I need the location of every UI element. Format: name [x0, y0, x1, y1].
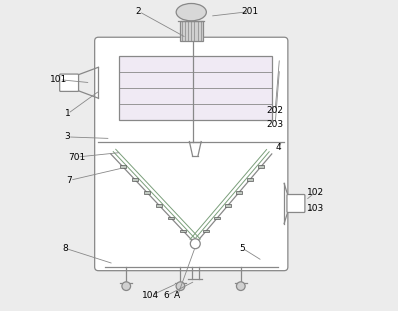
Bar: [120, 165, 126, 168]
Bar: [247, 178, 253, 181]
Bar: [156, 204, 162, 207]
Text: 101: 101: [51, 75, 68, 84]
Text: 104: 104: [142, 291, 160, 300]
Bar: [236, 191, 242, 194]
Ellipse shape: [176, 3, 206, 21]
Bar: [144, 191, 150, 194]
Text: 1: 1: [64, 109, 70, 118]
Text: 201: 201: [242, 7, 259, 16]
Text: 7: 7: [67, 176, 72, 185]
Bar: [258, 165, 263, 168]
Text: 6: 6: [164, 291, 170, 300]
Text: 3: 3: [64, 132, 70, 142]
Bar: [168, 217, 174, 220]
Circle shape: [236, 282, 245, 290]
Circle shape: [176, 282, 185, 290]
Text: 701: 701: [68, 153, 85, 161]
Text: A: A: [174, 291, 180, 300]
Bar: [132, 178, 138, 181]
FancyBboxPatch shape: [287, 194, 305, 212]
Text: 103: 103: [306, 204, 324, 213]
Text: 202: 202: [266, 106, 283, 115]
Text: 4: 4: [275, 143, 281, 152]
Bar: [180, 230, 186, 232]
FancyBboxPatch shape: [60, 74, 78, 91]
Bar: [225, 204, 231, 207]
Text: 102: 102: [306, 188, 324, 197]
Bar: [215, 217, 220, 220]
Bar: [179, 21, 203, 41]
Bar: [119, 56, 272, 120]
Circle shape: [190, 239, 200, 249]
Bar: [203, 230, 209, 232]
FancyBboxPatch shape: [95, 37, 288, 271]
Text: 8: 8: [62, 244, 68, 253]
Circle shape: [122, 282, 131, 290]
Text: 5: 5: [240, 244, 245, 253]
Text: 203: 203: [266, 120, 283, 129]
Text: 2: 2: [136, 7, 141, 16]
